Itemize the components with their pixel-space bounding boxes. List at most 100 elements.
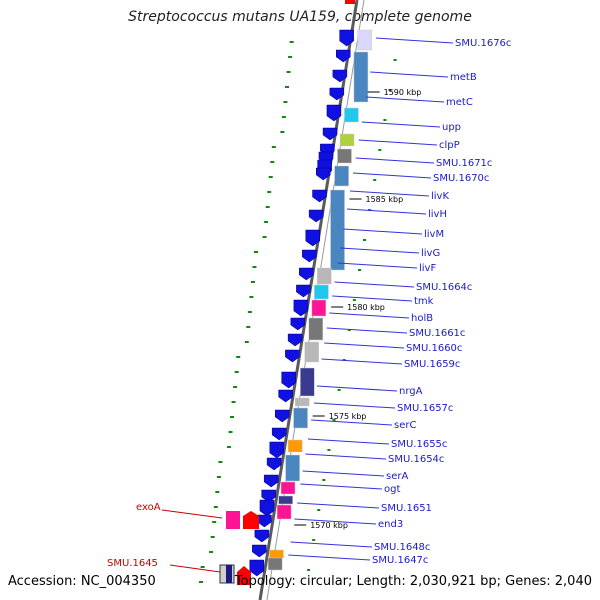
label-leader-line	[358, 139, 438, 146]
gene-label: SMU.1659c	[404, 359, 460, 370]
reverse-gene-arrow	[271, 427, 287, 441]
reverse-gene-arrow	[308, 209, 324, 223]
gene-label: SMU.1654c	[388, 454, 444, 465]
exoA-gene-box	[226, 511, 240, 529]
forward-gene-box	[311, 299, 327, 317]
label-leader-line	[307, 438, 390, 445]
gene-label: SMU.1657c	[397, 403, 453, 414]
map-title: Streptococcus mutans UA159, complete gen…	[128, 9, 472, 25]
label-leader-line	[311, 419, 393, 426]
reverse-gene-arrow	[339, 29, 354, 47]
gene-label: ogt	[384, 484, 400, 495]
topology-summary: Topology: circular; Length: 2,030,921 bp…	[234, 574, 592, 589]
reverse-gene-arrow	[287, 333, 303, 347]
reverse-gene-arrow	[249, 559, 265, 577]
reverse-gene-arrow	[332, 69, 348, 83]
label-leader-line	[294, 518, 377, 525]
reverse-gene-arrow	[269, 441, 285, 459]
forward-gene-box	[330, 189, 345, 271]
kbp-label: 1585 kbp	[365, 195, 403, 204]
label-leader-line	[288, 554, 371, 561]
label-leader-line	[321, 358, 403, 365]
label-leader-line	[290, 541, 373, 548]
label-leader-line	[365, 96, 445, 103]
label-leader-line	[353, 172, 432, 179]
reverse-gene-arrow	[281, 371, 296, 389]
forward-gene-box	[304, 341, 320, 363]
reverse-gene-arrow	[263, 474, 279, 488]
gene-label: livG	[421, 248, 440, 259]
forward-gene-box	[337, 148, 352, 164]
forward-gene-box	[334, 165, 349, 187]
label-leader-line	[300, 483, 383, 490]
reverse-gene-arrow	[329, 87, 345, 101]
gene-label: metB	[450, 72, 477, 83]
label-leader-line	[375, 37, 454, 44]
reverse-gene-arrow	[278, 389, 293, 403]
forward-gene-box	[357, 29, 372, 51]
gene-box-red	[345, 0, 355, 4]
gene-label: livM	[424, 229, 444, 240]
label-leaders	[288, 37, 454, 561]
kbp-markers: 1590 kbp 1585 kbp 1580 kbp 1575 kbp 1570 kbp	[294, 88, 421, 530]
gene-label: SMU.1670c	[433, 173, 489, 184]
label-leader-line	[337, 262, 418, 269]
gene-label: holB	[411, 313, 433, 324]
gene-label: serA	[386, 471, 408, 482]
label-leader-line	[314, 402, 396, 409]
gc-ticks	[199, 41, 397, 583]
label-leader-line	[349, 190, 430, 197]
gene-label: SMU.1661c	[409, 328, 465, 339]
gene-label: nrgA	[399, 386, 423, 397]
label-leader-line	[346, 208, 427, 215]
label-leader-line	[297, 502, 380, 509]
smu1645-arrow	[237, 566, 251, 585]
smu1645-gene-inner	[226, 565, 232, 583]
label-leader-line	[329, 312, 410, 319]
forward-gene-box	[287, 439, 303, 453]
kbp-label: 1590 kbp	[384, 88, 422, 97]
reverse-gene-arrow	[290, 317, 306, 331]
reverse-strand-arrows	[249, 29, 354, 577]
exoA-arrow	[243, 511, 259, 529]
label-leader-line	[324, 342, 405, 349]
gene-label: end3	[378, 519, 403, 530]
gene-label: tmk	[414, 296, 434, 307]
forward-gene-box	[314, 284, 329, 300]
forward-gene-box	[353, 51, 369, 103]
forward-gene-box	[285, 454, 300, 482]
exoA-label: exoA	[136, 502, 161, 513]
exoA-leader	[161, 509, 223, 519]
reverse-gene-arrow	[326, 104, 342, 122]
reverse-gene-arrow	[257, 514, 272, 528]
kbp-label: 1580 kbp	[347, 303, 385, 312]
accession-text: Accession: NC_004350	[8, 574, 156, 589]
reverse-gene-arrow	[296, 284, 311, 298]
label-leader-line	[334, 281, 415, 288]
reverse-gene-arrow	[302, 249, 317, 263]
gene-label: livF	[419, 263, 436, 274]
label-leader-line	[305, 453, 387, 460]
gene-label: livK	[431, 191, 449, 202]
gene-label: upp	[442, 122, 461, 133]
label-leader-line	[361, 121, 441, 128]
gene-labels: SMU.1676c metB metC upp clpP SMU.1671c SMU.167…	[372, 38, 511, 566]
label-leader-line	[370, 71, 449, 78]
label-leader-line	[355, 157, 435, 164]
gene-label: metC	[446, 97, 473, 108]
smu1645-label: SMU.1645	[107, 558, 158, 569]
reverse-gene-arrow	[322, 127, 338, 141]
forward-gene-box	[300, 367, 315, 397]
forward-gene-box	[295, 397, 310, 407]
gene-label: SMU.1655c	[391, 439, 447, 450]
forward-gene-box	[269, 549, 284, 559]
label-leader-line	[302, 470, 385, 477]
reverse-gene-arrow	[274, 409, 290, 423]
gene-label: livH	[428, 209, 447, 220]
smu1645-leader	[169, 564, 221, 573]
forward-gene-box	[278, 495, 293, 505]
reverse-gene-arrow	[266, 457, 282, 471]
label-leader-line	[340, 247, 420, 254]
label-leader-line	[316, 385, 398, 392]
forward-gene-box	[344, 107, 359, 123]
